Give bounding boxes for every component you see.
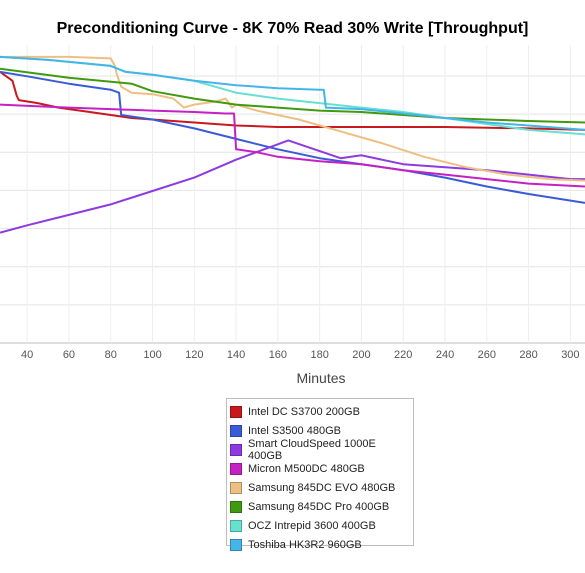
x-tick-label: 40: [21, 349, 33, 361]
series-lines: [0, 55, 585, 234]
x-tick-label: 100: [143, 349, 161, 361]
x-tick-label: 300: [561, 349, 579, 361]
legend-item[interactable]: Intel S3500 480GB: [230, 421, 413, 440]
legend-item[interactable]: OCZ Intrepid 3600 400GB: [230, 516, 413, 535]
x-tick-label: 240: [436, 349, 454, 361]
legend-item[interactable]: Smart CloudSpeed 1000E 400GB: [230, 437, 413, 462]
legend-swatch: [230, 538, 242, 551]
legend-swatch: [230, 519, 242, 532]
series-line-6: [0, 67, 585, 124]
series-line-1: [0, 70, 585, 131]
series-line-2: [0, 70, 585, 204]
legend-label: Micron M500DC 480GB: [248, 462, 365, 475]
x-tick-label: 80: [105, 349, 117, 361]
x-tick-labels: 40 60 80 100 120 140 160 180 200 220 240 260 280 300: [21, 349, 580, 361]
legend-item[interactable]: Samsung 845DC EVO 480GB: [230, 478, 413, 497]
chart-legend: Intel DC S3700 200GB Intel S3500 480GB Sma…: [226, 398, 414, 551]
x-tick-label: 220: [394, 349, 412, 361]
x-tick-label: 280: [519, 349, 537, 361]
legend-swatch: [230, 462, 242, 475]
series-line-3: [0, 139, 585, 234]
legend-label: Toshiba HK3R2 960GB: [248, 538, 362, 551]
legend-swatch: [230, 405, 242, 418]
legend-item[interactable]: Micron M500DC 480GB: [230, 459, 413, 478]
series-line-8: [0, 55, 585, 131]
legend-item[interactable]: Intel DC S3700 200GB: [230, 402, 413, 421]
legend-item[interactable]: Toshiba HK3R2 960GB: [230, 535, 413, 554]
x-tick-label: 60: [63, 349, 75, 361]
legend-item[interactable]: Samsung 845DC Pro 400GB: [230, 497, 413, 516]
legend-swatch: [230, 424, 242, 437]
legend-label: Intel S3500 480GB: [248, 424, 341, 437]
legend-swatch: [230, 443, 242, 456]
series-line-5: [0, 55, 585, 182]
legend-label: Intel DC S3700 200GB: [248, 405, 360, 418]
x-tick-label: 120: [185, 349, 203, 361]
legend-swatch: [230, 500, 242, 513]
chart-title: Preconditioning Curve - 8K 70% Read 30% …: [56, 20, 529, 37]
legend-label: Samsung 845DC EVO 480GB: [248, 481, 396, 494]
x-tick-label: 180: [310, 349, 328, 361]
legend-label: Samsung 845DC Pro 400GB: [248, 500, 390, 513]
legend-swatch: [230, 481, 242, 494]
legend-label: OCZ Intrepid 3600 400GB: [248, 519, 376, 532]
x-tick-label: 260: [478, 349, 496, 361]
x-tick-label: 140: [227, 349, 245, 361]
series-line-4: [0, 103, 585, 188]
x-axis-label: Minutes: [296, 370, 345, 386]
grid-lines: [0, 45, 585, 344]
legend-label: Smart CloudSpeed 1000E 400GB: [248, 437, 376, 462]
x-tick-label: 200: [352, 349, 370, 361]
x-tick-label: 160: [269, 349, 287, 361]
